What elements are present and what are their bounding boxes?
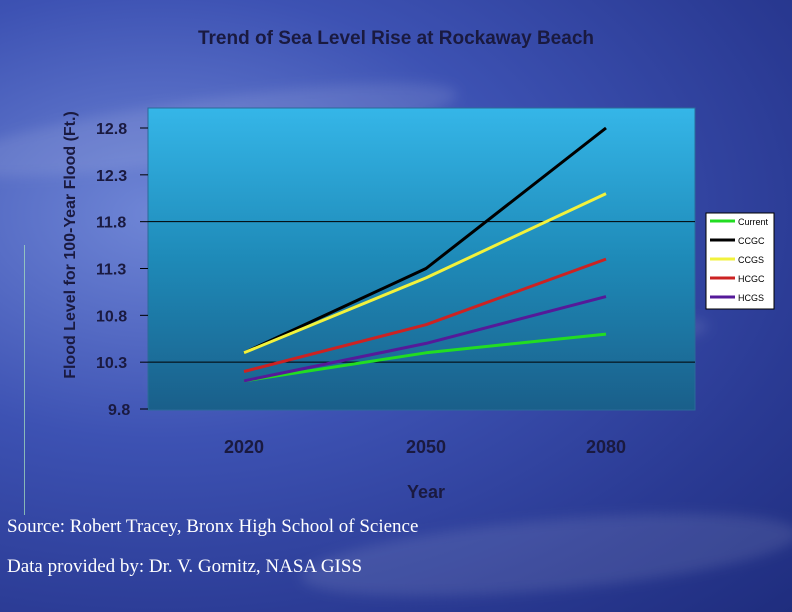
legend-label: CCGS bbox=[738, 255, 764, 265]
x-tick-label: 2080 bbox=[586, 437, 626, 457]
y-axis-label: Flood Level for 100-Year Flood (Ft.) bbox=[62, 111, 79, 379]
legend-label: HCGS bbox=[738, 293, 764, 303]
legend bbox=[705, 212, 775, 310]
legend-label: HCGC bbox=[738, 274, 765, 284]
y-tick-label: 12.3 bbox=[96, 168, 127, 185]
plot-area bbox=[147, 107, 696, 411]
series-line-ccgc bbox=[243, 126, 607, 355]
x-tick-label: 2020 bbox=[224, 437, 264, 457]
decorative-line bbox=[24, 245, 25, 515]
legend-label: Current bbox=[738, 217, 769, 227]
chart-title: Trend of Sea Level Rise at Rockaway Beac… bbox=[197, 28, 594, 49]
series-line-hcgc bbox=[243, 257, 607, 373]
source-credit: Source: Robert Tracey, Bronx High School… bbox=[7, 516, 419, 537]
data-credit: Data provided by: Dr. V. Gornitz, NASA G… bbox=[7, 556, 363, 577]
x-axis-label: Year bbox=[406, 482, 446, 502]
y-tick-label: 11.8 bbox=[96, 215, 126, 232]
series-line-ccgs bbox=[243, 192, 607, 355]
series-line-hcgs bbox=[243, 295, 607, 383]
series-line-current bbox=[243, 332, 607, 383]
y-tick-label: 11.3 bbox=[96, 262, 126, 279]
x-tick-label: 2050 bbox=[406, 437, 446, 457]
y-tick-label: 12.8 bbox=[96, 121, 127, 138]
y-tick-label: 10.3 bbox=[96, 355, 127, 372]
y-tick-label: 9.8 bbox=[108, 402, 130, 419]
legend-label: CCGC bbox=[738, 236, 765, 246]
y-tick-label: 10.8 bbox=[96, 308, 127, 325]
